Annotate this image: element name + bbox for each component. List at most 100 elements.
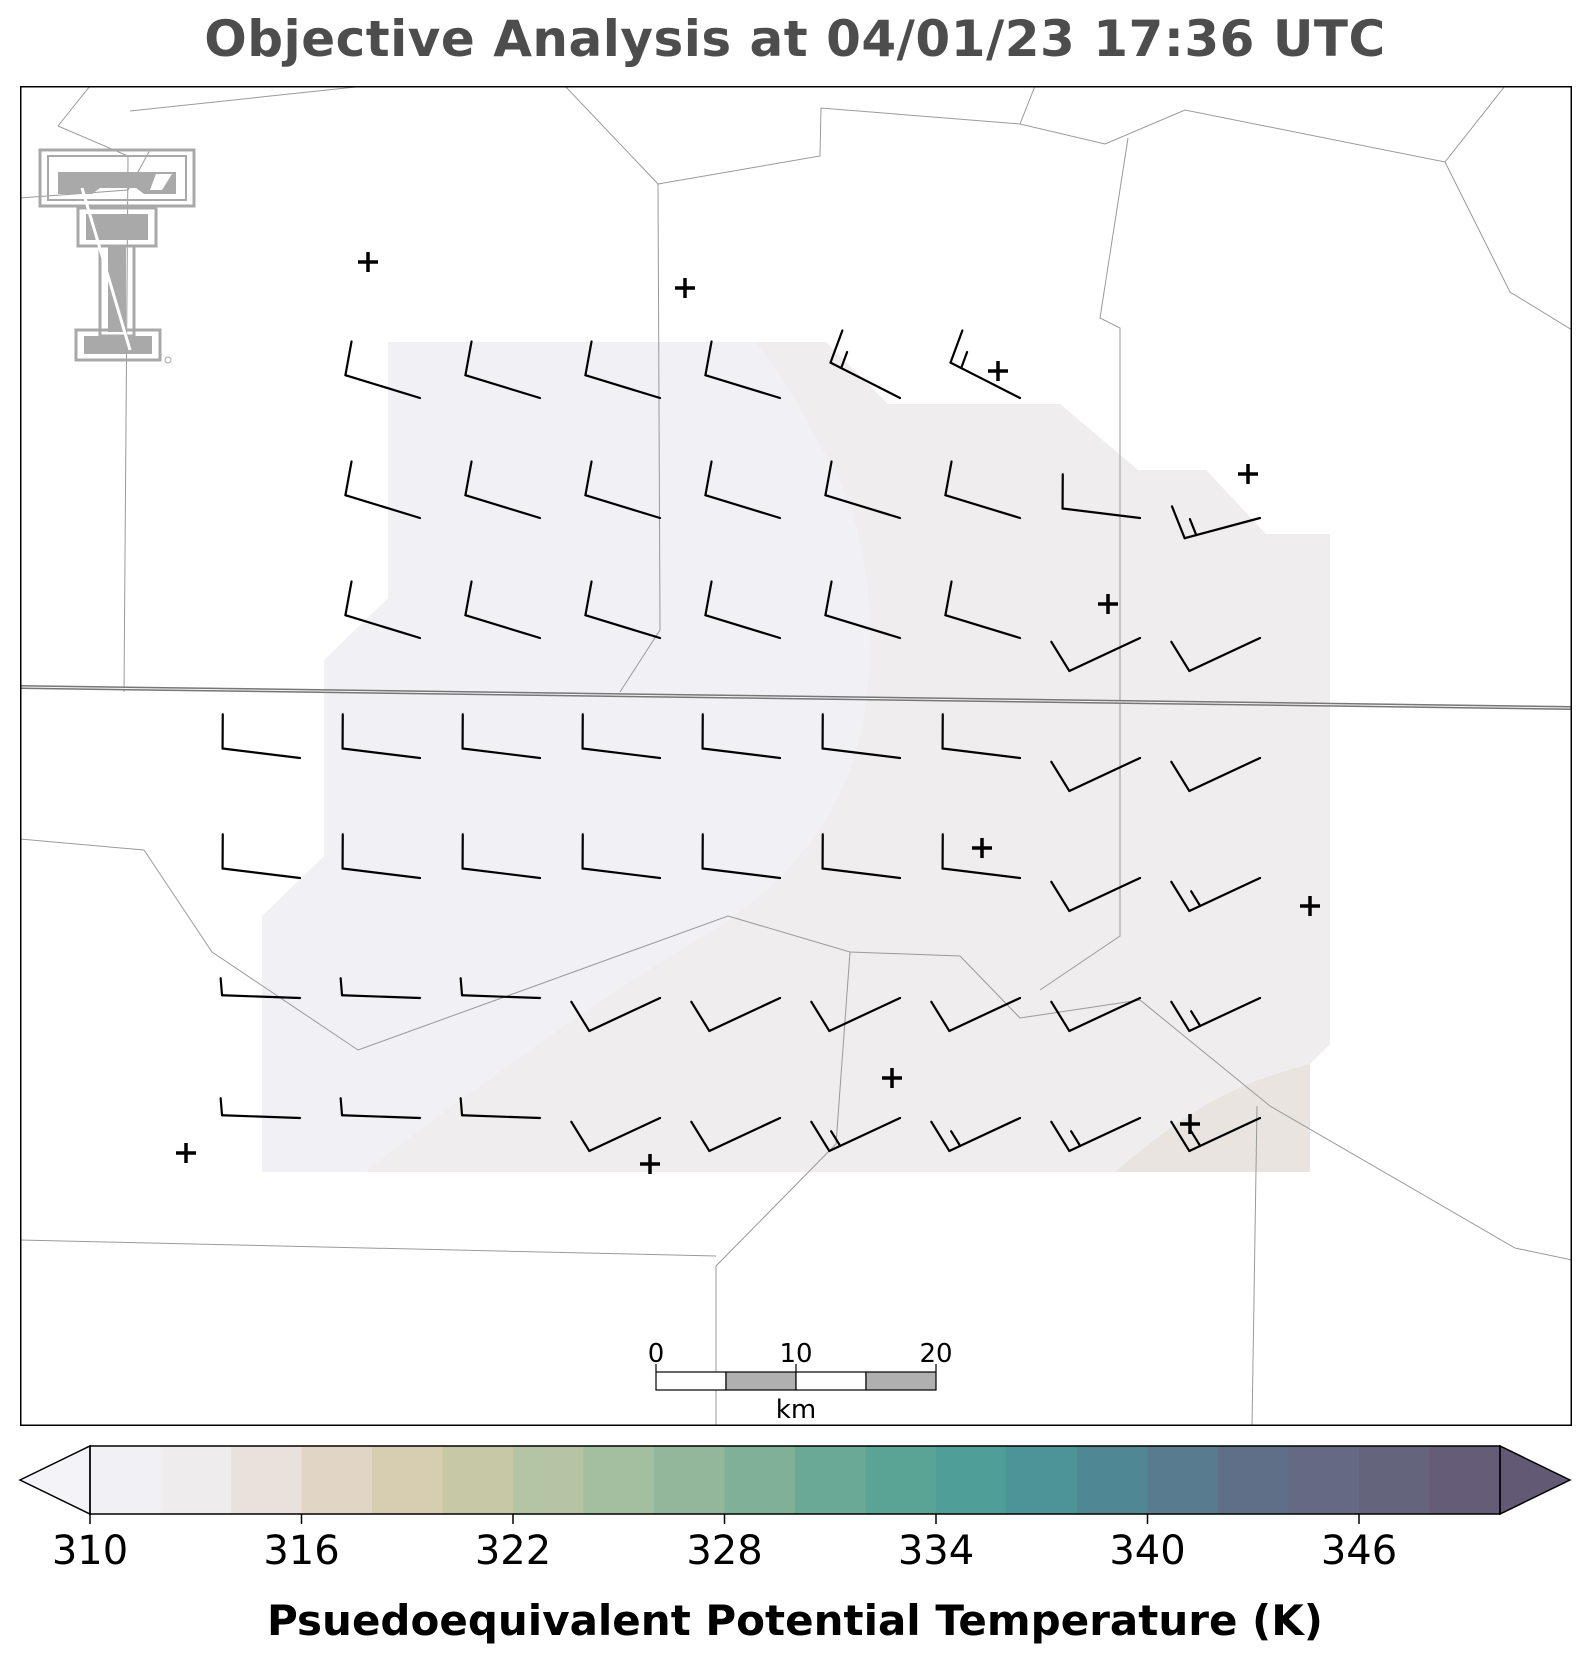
shading-middle (365, 342, 1330, 1172)
theta-e-shading (262, 342, 1330, 1172)
wind-barb-staff (944, 614, 1022, 640)
colorbar-cell (1077, 1446, 1149, 1514)
wind-barb-staff (941, 867, 1022, 880)
scale-seg-1 (655, 1371, 727, 1391)
colorbar-under-arrow (18, 1444, 91, 1516)
map-frame (20, 86, 1572, 1426)
wind-barb-flag (464, 340, 473, 377)
wind-barb-staff (588, 1116, 662, 1153)
wind-barb-flag (690, 1000, 711, 1033)
wind-barb-staff (581, 867, 662, 880)
logo-base-inner (84, 336, 152, 354)
wind-barb-flag (570, 1000, 591, 1033)
wind-barb-flag (829, 329, 844, 364)
wind-barb-half-flag (459, 1097, 464, 1117)
logo-registered-mark (164, 356, 172, 364)
wind-barb-staff (704, 374, 782, 400)
wind-barb-staff (704, 614, 782, 640)
state-border (20, 685, 1572, 710)
logo-t-slash (150, 174, 172, 190)
scale-label-10: 10 (779, 1339, 812, 1369)
wind-barb-half-flag (1070, 1130, 1082, 1147)
colorbar-cell (160, 1446, 232, 1514)
colorbar-cell (1147, 1446, 1219, 1514)
shading-inner (1115, 1064, 1310, 1172)
logo-diagonal (80, 187, 132, 351)
wind-barb-staff (461, 747, 542, 760)
colorbar-cell (372, 1446, 444, 1514)
logo-top-inner (47, 155, 187, 201)
wind-barb-flag (810, 1120, 831, 1153)
wind-barb-flag (570, 1120, 591, 1153)
colorbar-cell (231, 1446, 303, 1514)
colorbar-tick-label: 310 (52, 1528, 128, 1574)
colorbar-cell (1218, 1446, 1290, 1514)
double-t-logo (38, 148, 196, 364)
wind-barb-staff (344, 614, 422, 640)
colorbar-cell (513, 1446, 585, 1514)
wind-barb-flag (344, 460, 353, 497)
colorbar-ticks: 310 316 322 328 334 340 346 (52, 1514, 1397, 1574)
wind-barb-half-flag (339, 1097, 344, 1117)
chart-title: Objective Analysis at 04/01/23 17:36 UTC (204, 10, 1386, 68)
scale-label-20: 20 (919, 1339, 952, 1369)
wind-barb-flag (944, 580, 953, 617)
wind-barb-flag (930, 1120, 951, 1153)
wind-barb-flag (1170, 505, 1186, 540)
colorbar-tick-label: 328 (686, 1528, 762, 1574)
wind-barb-staff (821, 867, 902, 880)
wind-barb-staff (824, 614, 902, 640)
colorbar-tick-label: 334 (898, 1528, 974, 1574)
colorbar: 310 316 322 328 334 340 346 (18, 1444, 1572, 1574)
wind-barb-staff (460, 1114, 542, 1120)
wind-barb-staff (708, 1116, 782, 1153)
scale-bar: 0 10 20 km (648, 1339, 953, 1425)
scale-seg-3 (795, 1371, 867, 1391)
wind-barb-flag (1050, 1000, 1071, 1033)
station-markers (176, 252, 1320, 1174)
wind-barb-staff (461, 867, 542, 880)
wind-barb-staff (344, 374, 422, 400)
wind-barb-flag (1050, 1120, 1071, 1153)
colorbar-cell (936, 1446, 1008, 1514)
logo-stem-fill (108, 246, 126, 332)
wind-barb-staff (220, 1114, 302, 1120)
colorbar-cell (1006, 1446, 1078, 1514)
wind-barb-staff (1188, 756, 1262, 793)
colorbar-tick-label: 346 (1321, 1528, 1397, 1574)
wind-barb-staff (824, 494, 902, 520)
map-panel: 0 10 20 km (20, 86, 1572, 1426)
colorbar-label: Psuedoequivalent Potential Temperature (… (267, 1596, 1323, 1645)
wind-barb-half-flag (960, 350, 969, 370)
wind-barb-staff (464, 494, 542, 520)
wind-barb-flag (944, 460, 953, 497)
colorbar-cells (90, 1446, 1501, 1514)
wind-barb-flag (1170, 760, 1191, 793)
wind-barb-staff (1061, 507, 1142, 520)
wind-barb-staff (220, 994, 302, 1000)
wind-barb-flag (704, 340, 713, 377)
colorbar-tick-label: 316 (263, 1528, 339, 1574)
wind-barb-half-flag (840, 350, 849, 370)
colorbar-over-arrow (1499, 1444, 1572, 1516)
colorbar-tick-label: 340 (1109, 1528, 1185, 1574)
colorbar-cell (442, 1446, 514, 1514)
wind-barb-staff (584, 494, 662, 520)
wind-barb-flag (1050, 760, 1071, 793)
wind-barb-flag (1170, 640, 1191, 673)
wind-barb-staff (340, 994, 422, 1000)
wind-barb-half-flag (830, 1130, 842, 1147)
wind-barb-staff (821, 747, 902, 760)
wind-barb-flag (824, 460, 833, 497)
wind-barb-staff (460, 994, 542, 1000)
wind-barb-staff (1188, 636, 1262, 673)
wind-barb-flag (930, 1000, 951, 1033)
wind-barb-half-flag (219, 977, 224, 997)
wind-barb-half-flag (950, 1130, 962, 1147)
logo-t-fill (58, 172, 176, 194)
scale-unit: km (776, 1395, 816, 1425)
wind-barb-flag (704, 580, 713, 617)
wind-barb-flag (464, 460, 473, 497)
wind-barb-flag (464, 580, 473, 617)
wind-barb-staff (701, 747, 782, 760)
